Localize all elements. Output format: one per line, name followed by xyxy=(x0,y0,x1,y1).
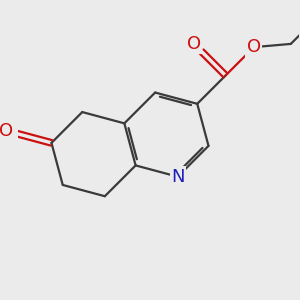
Text: O: O xyxy=(187,35,201,53)
Text: O: O xyxy=(0,122,13,140)
Text: O: O xyxy=(247,38,261,56)
Text: N: N xyxy=(171,168,184,186)
